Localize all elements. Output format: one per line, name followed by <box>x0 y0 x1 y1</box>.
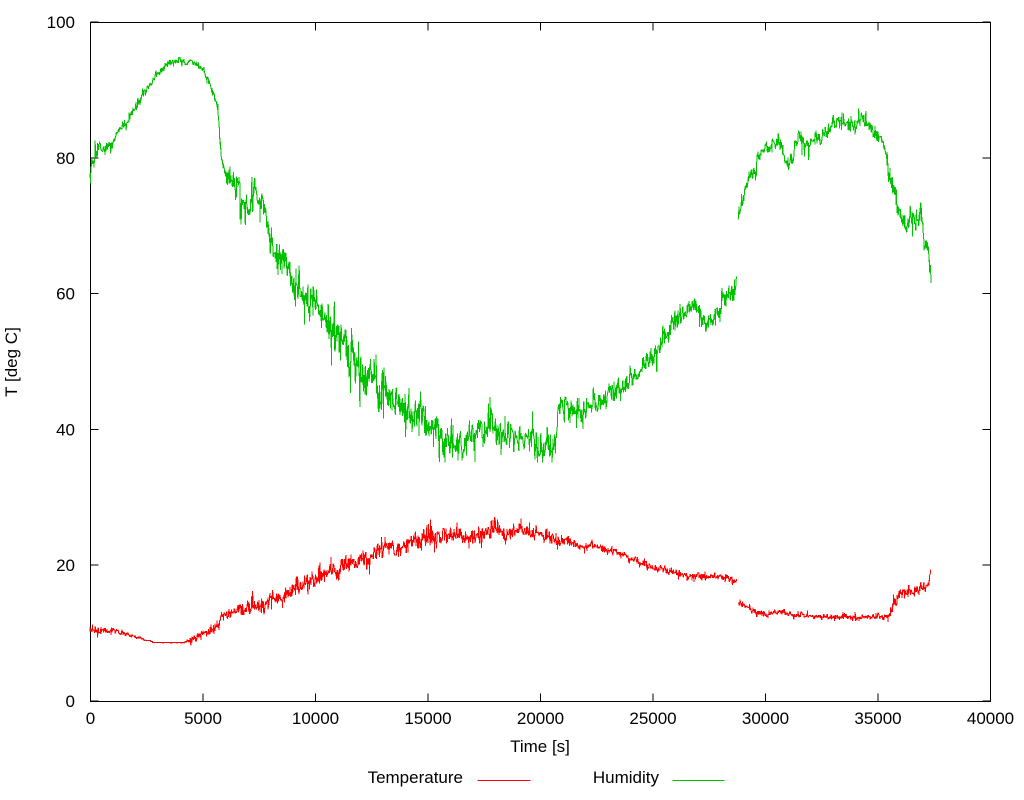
svg-text:Time [s]: Time [s] <box>510 737 570 756</box>
svg-text:80: 80 <box>56 149 75 168</box>
svg-text:Temperature: Temperature <box>368 768 463 787</box>
svg-text:20000: 20000 <box>517 709 564 728</box>
svg-text:40: 40 <box>56 420 75 439</box>
svg-text:0: 0 <box>66 692 75 711</box>
svg-text:5000: 5000 <box>184 709 222 728</box>
svg-text:15000: 15000 <box>404 709 451 728</box>
svg-text:25000: 25000 <box>629 709 676 728</box>
svg-text:0: 0 <box>86 709 95 728</box>
svg-text:40000: 40000 <box>967 709 1014 728</box>
svg-text:T [deg C]: T [deg C] <box>2 327 21 397</box>
svg-text:10000: 10000 <box>292 709 339 728</box>
svg-text:30000: 30000 <box>742 709 789 728</box>
svg-text:100: 100 <box>47 13 75 32</box>
svg-text:20: 20 <box>56 556 75 575</box>
svg-text:Humidity: Humidity <box>593 768 660 787</box>
svg-text:60: 60 <box>56 285 75 304</box>
svg-text:35000: 35000 <box>854 709 901 728</box>
